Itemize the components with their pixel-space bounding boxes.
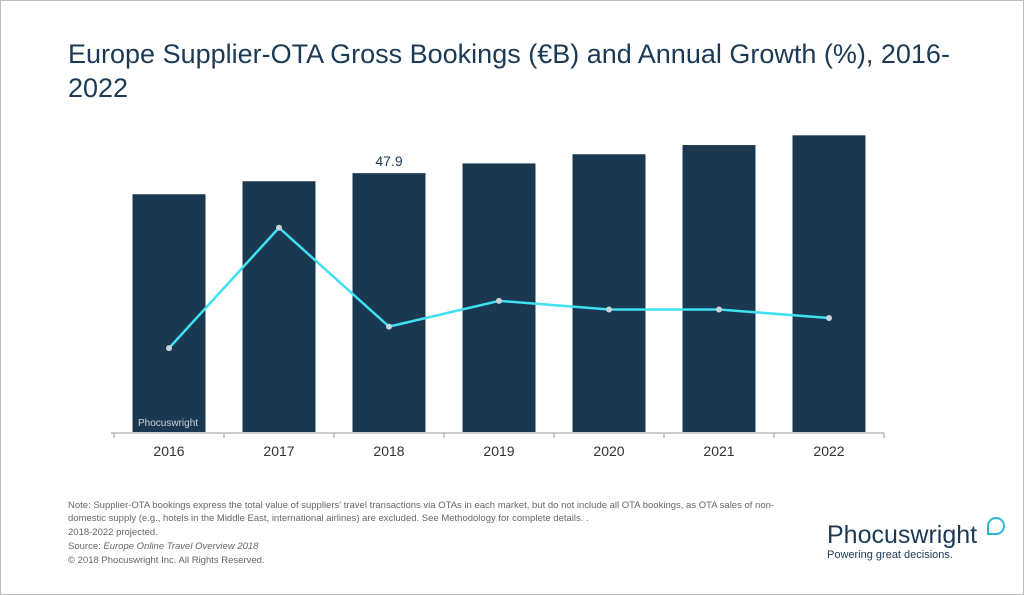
bar-2019	[462, 163, 536, 432]
bar-2017	[242, 181, 316, 432]
source-label: Source:	[68, 541, 104, 552]
x-tick-label-2016: 2016	[153, 443, 184, 459]
growth-point-2020	[606, 306, 612, 313]
bar-2020	[572, 154, 646, 432]
copyright: © 2018 Phocuswright Inc. All Rights Rese…	[68, 555, 265, 566]
x-tick-label-2019: 2019	[483, 443, 514, 459]
data-label-2018: 47.9	[375, 153, 402, 169]
growth-point-2018	[386, 323, 392, 330]
bar-2016	[132, 194, 206, 432]
logo-tagline: Powering great decisions.	[827, 549, 953, 561]
bar-2021	[682, 145, 756, 432]
footnotes: Note: Supplier-OTA bookings express the …	[68, 499, 788, 568]
chart-title: Europe Supplier-OTA Gross Bookings (€B) …	[68, 39, 950, 103]
chart-watermark: Phocuswright	[138, 418, 198, 429]
logo-name: Phocuswright	[827, 521, 978, 549]
growth-point-2022	[826, 315, 832, 322]
x-tick-label-2020: 2020	[593, 443, 624, 459]
source-line: Source: Europe Online Travel Overview 20…	[68, 540, 788, 553]
logo-mark-icon	[987, 517, 1005, 535]
chart-area: 2016 2017 2018 2019 2020 2021 2022 47.9 Phocuswr…	[111, 135, 885, 459]
note-text: Note: Supplier-OTA bookings express the …	[68, 500, 775, 524]
bar-2022	[792, 135, 866, 432]
bar-2018	[352, 173, 426, 432]
x-tick-label-2021: 2021	[703, 443, 734, 459]
source-title: Europe Online Travel Overview 2018	[103, 541, 259, 552]
growth-point-2016	[166, 345, 172, 352]
growth-point-2019	[496, 297, 502, 304]
phocuswright-logo: Phocuswright Powering great decisions.	[827, 517, 1005, 561]
growth-point-2021	[716, 306, 722, 313]
growth-point-2017	[276, 224, 282, 231]
x-tick-label-2018: 2018	[373, 443, 404, 459]
x-tick-label-2017: 2017	[263, 443, 294, 459]
x-tick-label-2022: 2022	[813, 443, 844, 459]
projected-note: 2018-2022 projected.	[68, 527, 158, 538]
